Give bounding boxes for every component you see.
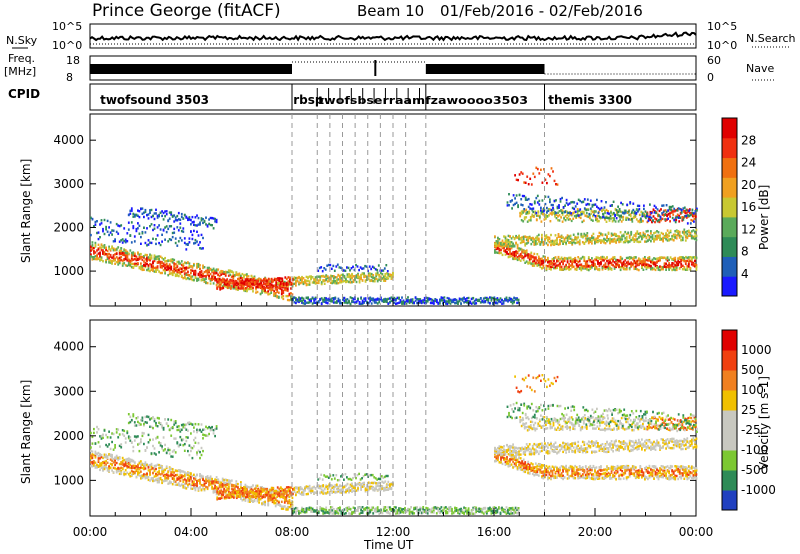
nsky-label: N.Sky [6, 34, 38, 47]
colorbar-tick-label: 4 [741, 267, 749, 281]
date-range: 01/Feb/2016 - 02/Feb/2016 [440, 2, 643, 20]
y-tick-label: 4000 [53, 133, 84, 147]
colorbar-swatch [722, 157, 737, 178]
freq-tick-low: 8 [66, 71, 73, 84]
x-tick-label: 12:00 [376, 525, 411, 539]
nave-tick-high: 60 [707, 54, 721, 67]
freq-tick-high: 18 [66, 54, 80, 67]
colorbar-swatch [722, 470, 737, 491]
x-tick-label: 00:00 [73, 525, 108, 539]
power-panel: 1000 2000 3000 4000 [53, 113, 698, 307]
colorbar-tick-label: 500 [741, 363, 764, 377]
colorbar-swatch [722, 350, 737, 371]
power-colorbar: 28 24 20 16 12 8 4 [721, 117, 756, 297]
cpid-panel [89, 83, 697, 111]
colorbar-tick-label: 20 [741, 178, 756, 192]
colorbar-frame [721, 329, 738, 511]
colorbar-tick-label: -100 [741, 443, 768, 457]
y-tick-label: 1000 [53, 473, 84, 487]
nsearch-label: N.Search [746, 32, 796, 45]
colorbar-tick-label: -500 [741, 463, 768, 477]
x-tick-labels: 00:00 04:00 08:00 12:00 16:00 20:00 00:00 [73, 525, 714, 539]
velocity-ylabel: Slant Range [km] [19, 380, 33, 484]
scatter-cells [90, 166, 698, 306]
colorbar-tick-label: 28 [741, 133, 756, 147]
colorbar-swatch [722, 490, 737, 511]
cpid-entry: rbsp [293, 93, 324, 107]
nave-label: Nave [746, 62, 774, 75]
x-tick-label: 04:00 [174, 525, 209, 539]
nave-trace [292, 61, 696, 75]
colorbar-swatch [722, 197, 737, 218]
y-tick-label: 3000 [53, 384, 84, 398]
velocity-cbar-label: Velocity [m s-1] [757, 376, 771, 470]
power-cbar-label: Power [dB] [757, 185, 771, 250]
x-axis-label: Time UT [363, 538, 414, 552]
colorbar-tick-label: 8 [741, 245, 749, 259]
freq-label-1: Freq. [8, 52, 35, 65]
y-tick-label: 4000 [53, 340, 84, 354]
colorbar-tick-label: -1000 [741, 483, 776, 497]
colorbar-swatch [722, 236, 737, 257]
y-tick-label: 1000 [53, 264, 84, 278]
freq-band [425, 64, 545, 74]
cpid-entry: twofsound 3503 [100, 93, 209, 107]
freq-label-2: [MHz] [4, 65, 36, 78]
scatter-cells [90, 374, 698, 515]
colorbar-tick-label: 12 [741, 222, 756, 236]
colorbar-swatch [722, 370, 737, 391]
nsky-panel [89, 23, 697, 49]
velocity-colorbar: 1000 500 100 25 -25 -100 -500 -1000 [721, 329, 776, 511]
freq-bars [90, 60, 545, 76]
colorbar-swatch [722, 137, 737, 159]
colorbar-swatch [722, 276, 737, 297]
nave-tick-low: 0 [707, 71, 714, 84]
colorbar-tick-label: -25 [741, 423, 761, 437]
colorbar-swatch [722, 177, 737, 198]
beam-label: Beam 10 [357, 2, 424, 20]
x-tick-label: 20:00 [578, 525, 613, 539]
colorbar-tick-label: 100 [741, 383, 764, 397]
y-tick-label: 2000 [53, 220, 84, 234]
cpid-entry: themis 3300 [548, 93, 632, 107]
colorbar-tick-label: 16 [741, 200, 756, 214]
colorbar-swatch [722, 450, 737, 471]
colorbar-frame [721, 117, 738, 297]
nsky-tick-high: 10^5 [52, 20, 82, 33]
nsky-right-tick-high: 10^5 [707, 20, 737, 33]
nsky-right-tick-low: 10^0 [707, 39, 737, 52]
y-tick-label: 3000 [53, 177, 84, 191]
y-tick-label: 2000 [53, 429, 84, 443]
freq-band [90, 64, 292, 74]
colorbar-tick-label: 25 [741, 403, 756, 417]
cpid-label: CPID [8, 87, 40, 101]
colorbar-tick-label: 1000 [741, 343, 772, 357]
x-tick-label: 08:00 [275, 525, 310, 539]
colorbar-swatch [722, 330, 737, 351]
cpid-entries: twofsound 3503 rbsp themis 3300 [100, 84, 632, 110]
x-tick-label: 16:00 [477, 525, 512, 539]
x-tick-label: 00:00 [679, 525, 714, 539]
colorbar-swatch [722, 118, 737, 139]
colorbar-swatch [722, 410, 737, 431]
colorbar-swatch [722, 430, 737, 451]
colorbar-swatch [722, 256, 737, 277]
nsky-trace [89, 31, 697, 42]
velocity-panel: 1000 2000 3000 4000 [53, 319, 698, 517]
cpid-overlap-text: twofsbserraamfzawoooo3503 [318, 94, 528, 107]
colorbar-tick-label: 24 [741, 156, 756, 170]
station-title: Prince George (fitACF) [92, 1, 281, 21]
power-ylabel: Slant Range [km] [19, 159, 33, 263]
colorbar-swatch [722, 390, 737, 411]
nsky-tick-low: 10^0 [52, 39, 82, 52]
colorbar-swatch [722, 216, 737, 238]
